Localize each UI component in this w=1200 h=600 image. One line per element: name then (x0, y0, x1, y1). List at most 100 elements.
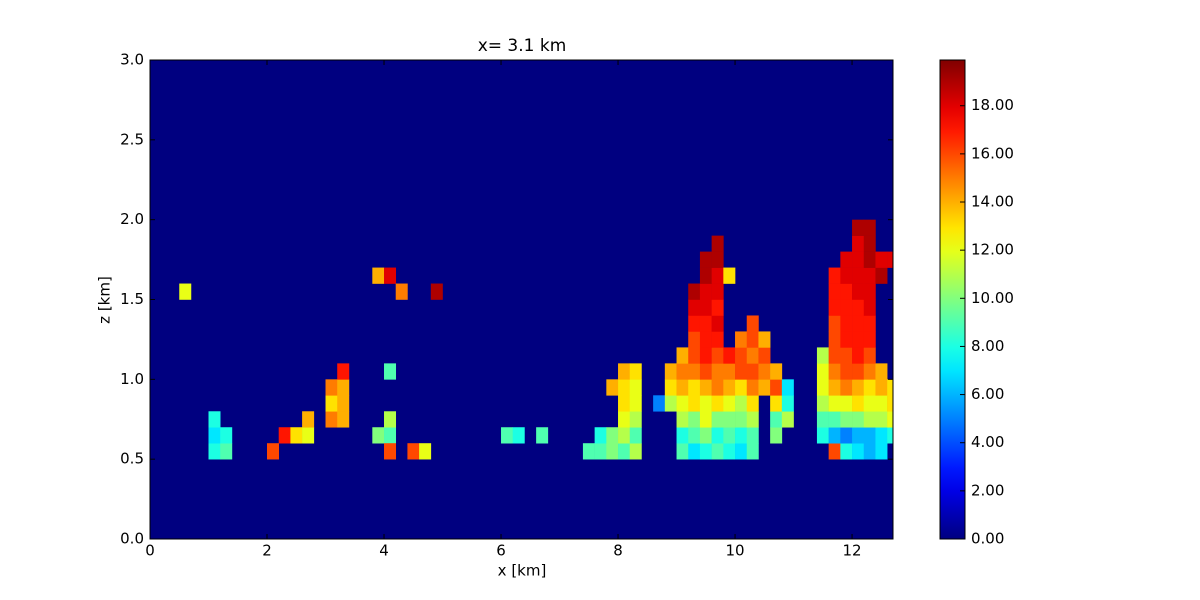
x-tick-label: 0 (145, 542, 155, 560)
heatmap-cell (852, 315, 865, 332)
heatmap-cell (384, 363, 397, 380)
x-axis-label: x [km] (498, 562, 547, 580)
heatmap-cell (618, 395, 631, 412)
heatmap-cell (746, 331, 759, 348)
heatmap-cell (746, 347, 759, 364)
heatmap-cell (828, 411, 841, 428)
heatmap-cell (676, 443, 689, 460)
heatmap-cell (863, 411, 876, 428)
heatmap-cell (618, 443, 631, 460)
heatmap-cell (852, 347, 865, 364)
heatmap-cell (325, 411, 338, 428)
heatmap-cell (208, 443, 221, 460)
heatmap-cell (735, 379, 748, 396)
heatmap-cell (863, 251, 876, 268)
heatmap-cell (711, 235, 724, 252)
heatmap-cell (828, 315, 841, 332)
heatmap-cell (863, 219, 876, 236)
heatmap-cell (863, 443, 876, 460)
heatmap-cell (840, 395, 853, 412)
heatmap-cell (594, 427, 607, 444)
heatmap-cell (699, 379, 712, 396)
heatmap-cell (840, 411, 853, 428)
heatmap-cell (711, 251, 724, 268)
heatmap-cell (828, 331, 841, 348)
colorbar-tick-label: 2.00 (971, 481, 1004, 499)
heatmap-cell (711, 315, 724, 332)
heatmap-cell (699, 299, 712, 316)
heatmap-cell (863, 427, 876, 444)
heatmap-cell (711, 347, 724, 364)
heatmap-cell (875, 443, 888, 460)
heatmap-cell (735, 411, 748, 428)
plot-area (150, 60, 893, 539)
heatmap-cell (337, 411, 350, 428)
heatmap-cell (220, 443, 233, 460)
heatmap-cell (688, 379, 701, 396)
heatmap-cell (863, 315, 876, 332)
heatmap-cell (781, 379, 794, 396)
heatmap-cell (676, 363, 689, 380)
heatmap-cell (711, 331, 724, 348)
heatmap-cell (711, 299, 724, 316)
colorbar (939, 59, 966, 540)
heatmap-cell (816, 347, 829, 364)
heatmap-cell (852, 379, 865, 396)
heatmap-cell (852, 427, 865, 444)
x-tick-label: 6 (496, 542, 506, 560)
colorbar-tick-label: 4.00 (971, 433, 1004, 451)
heatmap-cell (735, 443, 748, 460)
heatmap-cell (770, 379, 783, 396)
heatmap-cell (325, 395, 338, 412)
y-tick-label: 3.0 (120, 51, 144, 69)
heatmap-cell (840, 443, 853, 460)
heatmap-cell (688, 347, 701, 364)
heatmap-cell (688, 395, 701, 412)
heatmap-cell (852, 219, 865, 236)
heatmap-cell (828, 363, 841, 380)
heatmap-cell (419, 443, 432, 460)
heatmap-cell (863, 379, 876, 396)
heatmap-cell (816, 427, 829, 444)
heatmap-cell (840, 347, 853, 364)
heatmap-cell (770, 427, 783, 444)
chart-title: x= 3.1 km (478, 36, 567, 56)
heatmap-cell (699, 443, 712, 460)
heatmap-cell (699, 331, 712, 348)
heatmap-cell (875, 251, 888, 268)
heatmap-cell (828, 283, 841, 300)
heatmap-cell (840, 427, 853, 444)
heatmap-cell (618, 379, 631, 396)
heatmap-cell (688, 283, 701, 300)
heatmap-cell (828, 379, 841, 396)
heatmap-cell (582, 443, 595, 460)
heatmap-cell (208, 427, 221, 444)
heatmap-cell (887, 395, 893, 412)
heatmap-cell (758, 331, 771, 348)
heatmap-cell (863, 395, 876, 412)
background-field (150, 60, 893, 539)
heatmap-cell (828, 395, 841, 412)
heatmap-cell (828, 267, 841, 284)
heatmap-cell (852, 395, 865, 412)
colorbar-tick-label: 0.00 (971, 530, 1004, 548)
heatmap-cell (863, 235, 876, 252)
heatmap-cell (816, 395, 829, 412)
colorbar-tick-label: 10.00 (971, 289, 1014, 307)
heatmap-cell (711, 443, 724, 460)
heatmap-cell (852, 251, 865, 268)
heatmap-cell (629, 427, 642, 444)
heatmap-cell (746, 427, 759, 444)
heatmap-cell (852, 443, 865, 460)
heatmap-cell (875, 411, 888, 428)
heatmap-cell (711, 267, 724, 284)
heatmap-cell (372, 427, 385, 444)
heatmap-cell (676, 347, 689, 364)
heatmap-cell (828, 443, 841, 460)
heatmap-cell (828, 427, 841, 444)
heatmap-cell (699, 251, 712, 268)
y-axis-label: z [km] (96, 276, 114, 324)
heatmap-cell (863, 299, 876, 316)
heatmap-cell (699, 395, 712, 412)
heatmap-cell (629, 443, 642, 460)
